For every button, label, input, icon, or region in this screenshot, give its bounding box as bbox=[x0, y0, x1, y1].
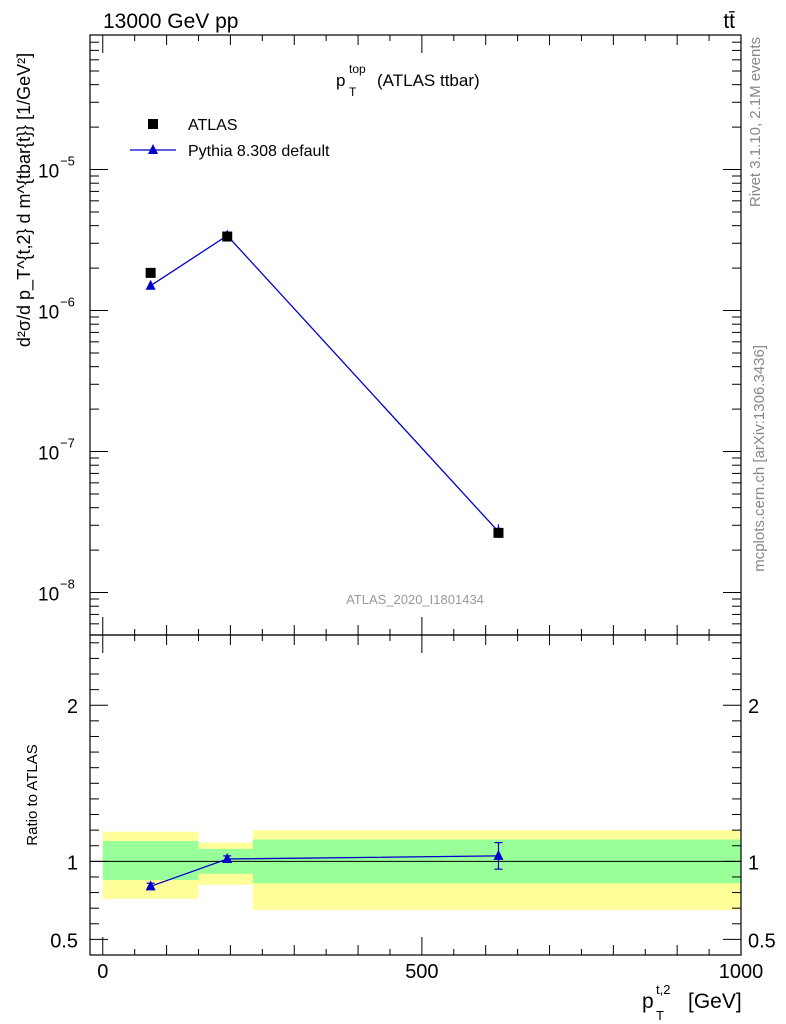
analysis-label: ATLAS_2020_I1801434 bbox=[346, 592, 484, 607]
y-tick-label-ratio-right: 1 bbox=[748, 852, 759, 874]
x-label-symbol: p bbox=[642, 990, 654, 1013]
data-point bbox=[493, 527, 504, 538]
y-tick-label-main: 10 bbox=[38, 444, 59, 465]
x-label-subscript: T bbox=[656, 1008, 664, 1023]
title-subscript: T bbox=[349, 85, 357, 99]
y-tick-label-main-exp: −6 bbox=[60, 295, 75, 310]
y-tick-label-main: 10 bbox=[38, 303, 59, 324]
mc-point-main bbox=[145, 279, 156, 290]
x-tick-label: 500 bbox=[405, 961, 438, 983]
mc-series-layer bbox=[145, 229, 504, 891]
band-inner-0 bbox=[102, 841, 199, 881]
data-series-layer bbox=[145, 231, 504, 538]
process-label: tt̄ bbox=[723, 10, 735, 33]
data-point bbox=[222, 231, 233, 242]
rivet-label: Rivet 3.1.10, 2.1M events bbox=[747, 37, 764, 207]
y-tick-label-main: 10 bbox=[38, 162, 59, 183]
x-label-unit: [GeV] bbox=[688, 990, 742, 1013]
y-axis-label-main: d²σ/d p_T^{t,2} d m^{tbar{t}} [1/GeV²] bbox=[14, 53, 35, 347]
y-tick-label-ratio-right: 0.5 bbox=[748, 930, 776, 952]
mc-point-ratio bbox=[145, 880, 156, 891]
y-tick-label-ratio-left: 1 bbox=[67, 852, 78, 874]
mc-point-ratio bbox=[493, 849, 504, 860]
legend: ATLAS Pythia 8.308 default bbox=[130, 117, 330, 160]
x-tick-label: 0 bbox=[97, 961, 108, 983]
title-rest: (ATLAS ttbar) bbox=[377, 71, 480, 90]
axes-layer bbox=[90, 34, 742, 955]
mc-line-main bbox=[150, 234, 499, 533]
title-superscript: top bbox=[349, 62, 366, 76]
plot-title: p top T (ATLAS ttbar) bbox=[336, 62, 480, 99]
x-axis-label: p t,2 T [GeV] bbox=[642, 982, 742, 1023]
mc-point-ratio bbox=[222, 853, 233, 863]
y-axis-label-ratio: Ratio to ATLAS bbox=[24, 744, 41, 845]
y-tick-label-main-exp: −8 bbox=[60, 577, 75, 592]
legend-label-pythia: Pythia 8.308 default bbox=[188, 143, 330, 160]
y-tick-label-ratio-right: 2 bbox=[748, 696, 759, 718]
y-tick-label-main-exp: −5 bbox=[60, 154, 75, 169]
y-tick-label-ratio-left: 2 bbox=[67, 696, 78, 718]
x-label-superscript: t,2 bbox=[656, 982, 670, 997]
y-tick-label-main: 10 bbox=[38, 585, 59, 606]
ratio-panel-frame bbox=[89, 634, 742, 956]
mcplots-label: mcplots.cern.ch [arXiv:1306.3436] bbox=[751, 345, 768, 572]
legend-marker-pythia bbox=[148, 144, 158, 154]
data-point bbox=[145, 267, 156, 278]
y-tick-label-main-exp: −7 bbox=[60, 436, 75, 451]
y-tick-label-ratio-left: 0.5 bbox=[50, 930, 78, 952]
legend-marker-atlas bbox=[148, 119, 158, 129]
legend-label-atlas: ATLAS bbox=[188, 117, 238, 134]
title-symbol: p bbox=[336, 71, 345, 90]
energy-label: 13000 GeV pp bbox=[103, 10, 238, 33]
x-tick-label: 1000 bbox=[719, 961, 764, 983]
